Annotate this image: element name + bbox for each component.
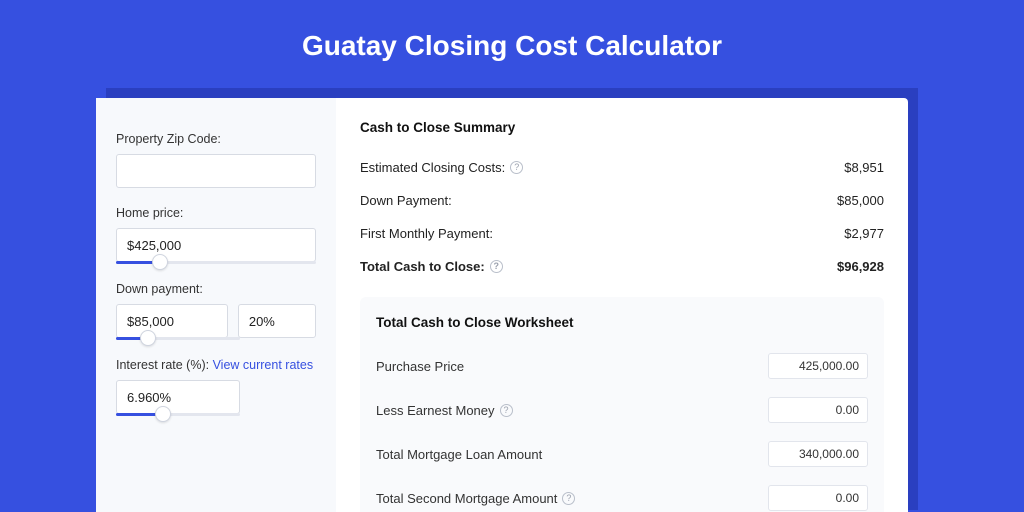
page-title: Guatay Closing Cost Calculator [0, 0, 1024, 88]
worksheet-value-input[interactable] [768, 353, 868, 379]
summary-label: Down Payment: [360, 193, 452, 208]
summary-value: $85,000 [837, 193, 884, 208]
summary-row-total: Total Cash to Close: ? $96,928 [360, 250, 884, 283]
view-rates-link[interactable]: View current rates [213, 358, 314, 372]
worksheet-title: Total Cash to Close Worksheet [376, 315, 868, 330]
worksheet-row-mortgage-amount: Total Mortgage Loan Amount [376, 432, 868, 476]
interest-rate-label-text: Interest rate (%): [116, 358, 213, 372]
summary-row-down-payment: Down Payment: $85,000 [360, 184, 884, 217]
down-payment-slider[interactable] [116, 337, 240, 340]
worksheet-row-earnest-money: Less Earnest Money ? [376, 388, 868, 432]
interest-rate-input[interactable] [116, 380, 240, 414]
summary-value: $2,977 [844, 226, 884, 241]
help-icon[interactable]: ? [500, 404, 513, 417]
worksheet-row-second-mortgage: Total Second Mortgage Amount ? [376, 476, 868, 512]
summary-row-closing-costs: Estimated Closing Costs: ? $8,951 [360, 151, 884, 184]
home-price-slider-thumb[interactable] [152, 254, 168, 270]
interest-rate-slider[interactable] [116, 413, 240, 416]
help-icon[interactable]: ? [490, 260, 503, 273]
summary-label: First Monthly Payment: [360, 226, 493, 241]
summary-label: Total Cash to Close: [360, 259, 485, 274]
summary-value: $96,928 [837, 259, 884, 274]
zip-input[interactable] [116, 154, 316, 188]
inputs-panel: Property Zip Code: Home price: Down paym… [96, 98, 336, 512]
interest-rate-label: Interest rate (%): View current rates [116, 358, 316, 372]
field-down-payment: Down payment: [116, 282, 316, 340]
zip-label: Property Zip Code: [116, 132, 316, 146]
worksheet-row-purchase-price: Purchase Price [376, 344, 868, 388]
card-shadow: Property Zip Code: Home price: Down paym… [106, 88, 918, 510]
down-payment-input[interactable] [116, 304, 228, 338]
worksheet-label: Total Mortgage Loan Amount [376, 447, 542, 462]
summary-label: Estimated Closing Costs: [360, 160, 505, 175]
worksheet-label: Purchase Price [376, 359, 464, 374]
field-home-price: Home price: [116, 206, 316, 264]
home-price-input[interactable] [116, 228, 316, 262]
results-panel: Cash to Close Summary Estimated Closing … [336, 98, 908, 512]
summary-row-first-payment: First Monthly Payment: $2,977 [360, 217, 884, 250]
down-payment-slider-thumb[interactable] [140, 330, 156, 346]
field-interest-rate: Interest rate (%): View current rates [116, 358, 316, 416]
summary-title: Cash to Close Summary [360, 120, 884, 135]
calculator-card: Property Zip Code: Home price: Down paym… [96, 98, 908, 512]
worksheet-value-input[interactable] [768, 485, 868, 511]
worksheet-label: Less Earnest Money [376, 403, 495, 418]
interest-rate-slider-thumb[interactable] [155, 406, 171, 422]
down-payment-label: Down payment: [116, 282, 316, 296]
help-icon[interactable]: ? [562, 492, 575, 505]
worksheet-label: Total Second Mortgage Amount [376, 491, 557, 506]
summary-value: $8,951 [844, 160, 884, 175]
home-price-slider[interactable] [116, 261, 316, 264]
home-price-label: Home price: [116, 206, 316, 220]
worksheet-value-input[interactable] [768, 397, 868, 423]
help-icon[interactable]: ? [510, 161, 523, 174]
worksheet-value-input[interactable] [768, 441, 868, 467]
worksheet-panel: Total Cash to Close Worksheet Purchase P… [360, 297, 884, 512]
down-payment-pct-input[interactable] [238, 304, 316, 338]
field-zip: Property Zip Code: [116, 132, 316, 188]
